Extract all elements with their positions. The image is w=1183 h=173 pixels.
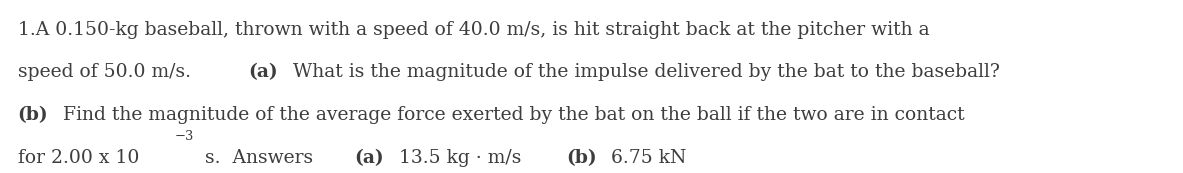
Text: speed of 50.0 m/s.: speed of 50.0 m/s.	[18, 63, 196, 81]
Text: 13.5 kg · m/s: 13.5 kg · m/s	[393, 149, 526, 167]
Text: (b): (b)	[18, 106, 49, 124]
Text: (a): (a)	[248, 63, 278, 81]
Text: What is the magnitude of the impulse delivered by the bat to the baseball?: What is the magnitude of the impulse del…	[287, 63, 1000, 81]
Text: 6.75 kN: 6.75 kN	[606, 149, 687, 167]
Text: Find the magnitude of the average force exerted by the bat on the ball if the tw: Find the magnitude of the average force …	[57, 106, 965, 124]
Text: −3: −3	[174, 130, 194, 143]
Text: for 2.00 x 10: for 2.00 x 10	[18, 149, 140, 167]
Text: s.  Answers: s. Answers	[200, 149, 319, 167]
Text: (a): (a)	[355, 149, 384, 167]
Text: (b): (b)	[565, 149, 596, 167]
Text: 1.A 0.150-kg baseball, thrown with a speed of 40.0 m/s, is hit straight back at : 1.A 0.150-kg baseball, thrown with a spe…	[18, 21, 930, 39]
